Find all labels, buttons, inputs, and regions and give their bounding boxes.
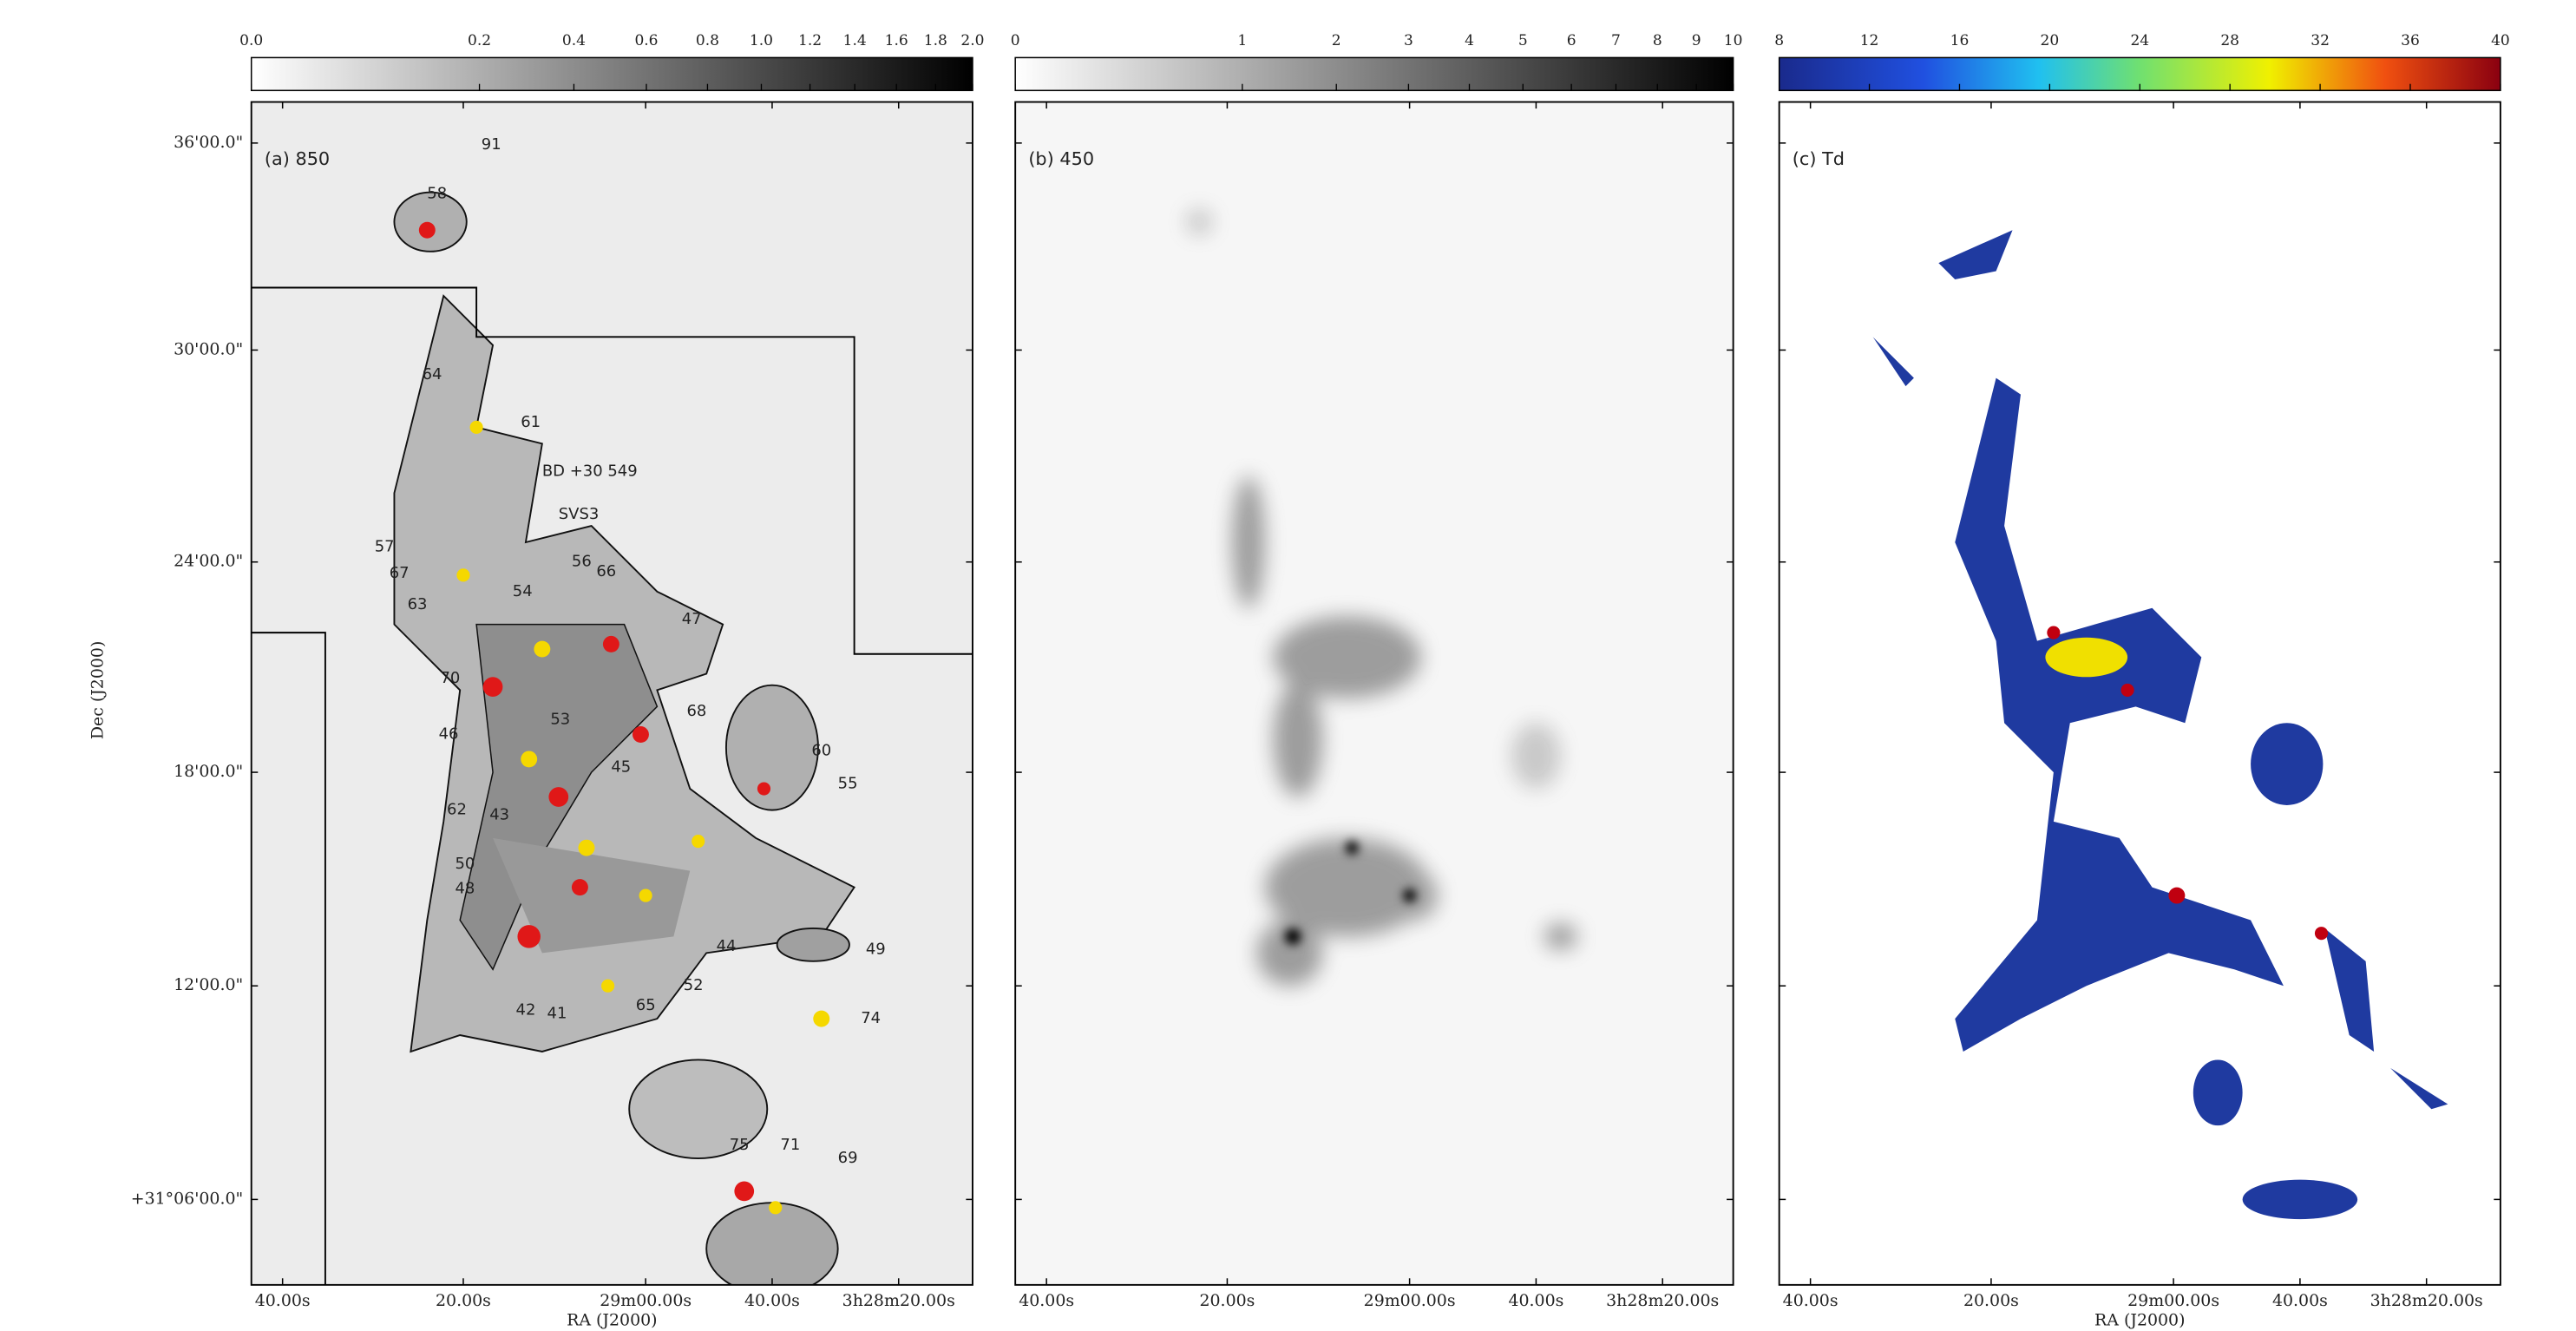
source-label: 65: [636, 996, 656, 1014]
y-tick-label: 24'00.0": [174, 552, 243, 571]
colorbar-tick-label: 0: [1011, 32, 1020, 49]
source-label: 50: [455, 855, 475, 873]
colorbar-tick-label: 0.4: [562, 32, 586, 49]
colorbar-tick-label: 10: [1724, 32, 1743, 49]
y-tick-label: 12'00.0": [174, 975, 243, 994]
colorbar-tick-label: 6: [1567, 32, 1576, 49]
colorbar-tick-label: 2.0: [960, 32, 984, 49]
source-label: 52: [684, 976, 704, 994]
source-label: 62: [447, 801, 467, 819]
colorbar-tick-label: 1.0: [750, 32, 773, 49]
colorbar-tick-label: 36: [2401, 32, 2420, 49]
source-label: 57: [375, 538, 395, 556]
source-label: 49: [866, 941, 886, 959]
colorbar-tick-label: 4: [1465, 32, 1474, 49]
x-tick-label: 29m00.00s: [1364, 1291, 1456, 1310]
source-label: 74: [861, 1009, 881, 1027]
x-tick-label: 40.00s: [744, 1291, 800, 1310]
y-axis-label: Dec (J2000): [88, 641, 108, 740]
source-label: 42: [516, 1001, 536, 1020]
x-tick-label: 29m00.00s: [600, 1291, 692, 1310]
y-tick-label: 36'00.0": [174, 133, 243, 152]
source-label: 67: [390, 564, 410, 582]
colorbar-tick-label: 8: [1653, 32, 1662, 49]
source-label: 58: [427, 185, 447, 203]
map-td: [1780, 102, 2501, 1285]
x-tick-label: 20.00s: [1963, 1291, 2019, 1310]
colorbar-tick-label: 20: [2041, 32, 2060, 49]
source-label: 66: [596, 562, 616, 580]
colorbar-tick-label: 9: [1692, 32, 1701, 49]
source-label: 55: [838, 774, 858, 792]
x-tick-label: 40.00s: [1508, 1291, 1563, 1310]
panel-label: (b) 450: [1028, 148, 1094, 169]
x-tick-label: 40.00s: [1783, 1291, 1839, 1310]
source-label: 43: [489, 805, 509, 823]
x-axis-label: RA (J2000): [567, 1311, 657, 1330]
colorbar-tick-label: 0.2: [468, 32, 491, 49]
source-label: 41: [547, 1004, 567, 1022]
colorbar-tick-label: 2: [1332, 32, 1341, 49]
x-tick-label: 3h28m20.00s: [1606, 1291, 1719, 1310]
source-label: 60: [811, 741, 831, 759]
colorbar-tick-label: 1.8: [924, 32, 947, 49]
map-450: [1015, 102, 1733, 1285]
x-tick-label: 20.00s: [1199, 1291, 1255, 1310]
y-tick-label: 30'00.0": [174, 339, 243, 358]
colorbar-tick-label: 40: [2491, 32, 2510, 49]
x-tick-label: 20.00s: [436, 1291, 491, 1310]
source-label: 48: [455, 880, 475, 898]
source-label: 46: [439, 725, 459, 744]
colorbar-tick-label: 16: [1950, 32, 1970, 49]
colorbar-tick-label: 1.6: [885, 32, 908, 49]
source-label: 47: [682, 610, 702, 628]
panel-label: (c) Td: [1793, 148, 1845, 169]
colorbar-tick-label: 0.8: [696, 32, 719, 49]
x-tick-label: 40.00s: [2272, 1291, 2328, 1310]
source-label: 53: [550, 710, 570, 728]
x-tick-label: 40.00s: [255, 1291, 311, 1310]
map-850: [252, 102, 973, 1295]
source-label: 75: [730, 1136, 750, 1154]
colorbar-tick-label: 1.2: [798, 32, 822, 49]
panel-label: (a) 850: [265, 148, 330, 169]
source-label: 45: [611, 757, 631, 776]
source-label: SVS3: [559, 505, 600, 523]
colorbar-tick-label: 24: [2130, 32, 2149, 49]
source-label: 68: [686, 702, 706, 720]
source-label: 56: [572, 553, 592, 571]
source-label: 69: [838, 1149, 858, 1167]
colorbar-tick-label: 12: [1860, 32, 1879, 49]
source-label: 63: [408, 595, 428, 613]
x-tick-label: 40.00s: [1019, 1291, 1074, 1310]
colorbar: [252, 57, 973, 90]
colorbar-tick-label: 1.4: [843, 32, 867, 49]
x-axis-label: RA (J2000): [2094, 1311, 2185, 1330]
source-label: 44: [717, 937, 737, 955]
source-label: 54: [513, 582, 533, 600]
colorbar-tick-label: 1: [1237, 32, 1247, 49]
colorbar-tick-label: 0.0: [239, 32, 263, 49]
source-label: 71: [780, 1136, 800, 1154]
colorbar-tick-label: 7: [1611, 32, 1621, 49]
source-label: 64: [423, 365, 442, 384]
colorbar-tick-label: 32: [2311, 32, 2330, 49]
x-tick-label: 29m00.00s: [2127, 1291, 2219, 1310]
colorbar-tick-label: 28: [2220, 32, 2239, 49]
y-tick-label: +31°06'00.0": [131, 1189, 244, 1208]
x-tick-label: 3h28m20.00s: [842, 1291, 955, 1310]
page: {"axes": {"y_label": "Dec (J2000)", "x_l…: [0, 0, 2576, 1331]
colorbar-tick-label: 3: [1404, 32, 1413, 49]
source-label: 70: [440, 669, 460, 687]
source-label: 61: [521, 413, 541, 431]
colorbar-tick-label: 8: [1774, 32, 1784, 49]
colorbar: [1015, 57, 1733, 90]
figure: Dec (J2000) 36'00.0" 30'00.0" 24'00.0" 18'0…: [0, 0, 2576, 1331]
colorbar-tick-label: 5: [1518, 32, 1528, 49]
source-label: BD +30 549: [542, 462, 638, 481]
y-tick-label: 18'00.0": [174, 762, 243, 781]
x-tick-label: 3h28m20.00s: [2370, 1291, 2483, 1310]
colorbar-tick-label: 0.6: [634, 32, 658, 49]
source-label: 91: [482, 135, 501, 154]
